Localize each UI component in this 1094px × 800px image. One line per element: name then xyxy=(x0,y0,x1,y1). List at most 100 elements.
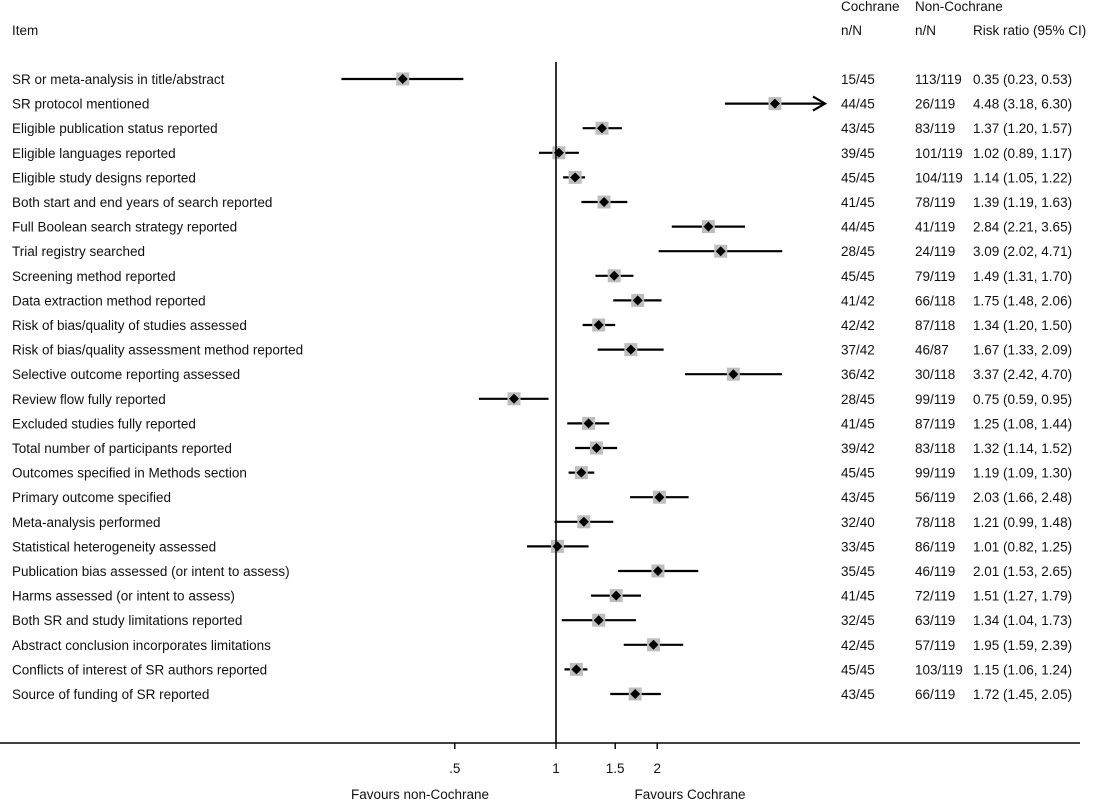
forest-row: Both SR and study limitations reported 32… xyxy=(12,613,1072,628)
row-item-label: Selective outcome reporting assessed xyxy=(12,367,240,382)
row-risk-ratio: 1.02 (0.89, 1.17) xyxy=(973,146,1072,161)
row-item-label: Source of funding of SR reported xyxy=(12,687,209,702)
point-estimate xyxy=(625,344,636,355)
forest-row: Excluded studies fully reported 41/45 87/1… xyxy=(12,416,1072,431)
row-non-cochrane-nn: 99/119 xyxy=(915,466,955,481)
row-risk-ratio: 1.15 (1.06, 1.24) xyxy=(973,662,1072,677)
forest-row: Data extraction method reported 41/42 66/1… xyxy=(12,293,1072,308)
forest-row: Meta-analysis performed 32/40 78/118 1.21 (… xyxy=(12,515,1072,530)
point-estimate xyxy=(769,98,780,109)
row-cochrane-nn: 43/45 xyxy=(841,121,875,136)
row-risk-ratio: 1.95 (1.59, 2.39) xyxy=(973,638,1072,653)
point-estimate xyxy=(571,664,582,675)
row-cochrane-nn: 28/45 xyxy=(841,392,875,407)
row-non-cochrane-nn: 63/119 xyxy=(915,613,955,628)
point-estimate xyxy=(578,516,589,527)
row-risk-ratio: 0.75 (0.59, 0.95) xyxy=(973,392,1072,407)
row-item-label: Meta-analysis performed xyxy=(12,515,161,530)
row-item-label: Both SR and study limitations reported xyxy=(12,613,242,628)
x-axis-ticks: .5 1 1.5 2 xyxy=(449,743,661,776)
x-tick-label: 1.5 xyxy=(606,761,625,776)
row-non-cochrane-nn: 99/119 xyxy=(915,392,955,407)
point-estimate xyxy=(570,172,581,183)
row-cochrane-nn: 28/45 xyxy=(841,244,875,259)
row-item-label: Full Boolean search strategy reported xyxy=(12,220,237,235)
row-item-label: Harms assessed (or intent to assess) xyxy=(12,589,235,604)
point-estimate xyxy=(593,615,604,626)
row-risk-ratio: 1.67 (1.33, 2.09) xyxy=(973,343,1072,358)
row-non-cochrane-nn: 46/119 xyxy=(915,564,955,579)
row-cochrane-nn: 43/45 xyxy=(841,687,875,702)
row-risk-ratio: 1.37 (1.20, 1.57) xyxy=(973,121,1072,136)
row-item-label: Risk of bias/quality of studies assessed xyxy=(12,318,247,333)
row-risk-ratio: 1.75 (1.48, 2.06) xyxy=(973,293,1072,308)
forest-row: Outcomes specified in Methods section 45/… xyxy=(12,466,1072,481)
header-item: Item xyxy=(12,23,38,38)
row-risk-ratio: 3.37 (2.42, 4.70) xyxy=(973,367,1072,382)
row-cochrane-nn: 44/45 xyxy=(841,220,875,235)
point-estimate xyxy=(552,541,563,552)
row-non-cochrane-nn: 24/119 xyxy=(915,244,955,259)
point-estimate xyxy=(583,418,594,429)
point-estimate xyxy=(591,443,602,453)
row-risk-ratio: 1.39 (1.19, 1.63) xyxy=(973,195,1072,210)
forest-row: Eligible study designs reported 45/45 104/… xyxy=(12,170,1072,185)
row-item-label: Eligible publication status reported xyxy=(12,121,218,136)
row-cochrane-nn: 37/42 xyxy=(841,343,875,358)
row-item-label: Primary outcome specified xyxy=(12,490,171,505)
row-non-cochrane-nn: 78/119 xyxy=(915,195,955,210)
header-risk-ratio: Risk ratio (95% CI) xyxy=(973,23,1086,38)
row-item-label: Review flow fully reported xyxy=(12,392,166,407)
row-risk-ratio: 1.14 (1.05, 1.22) xyxy=(973,170,1072,185)
row-risk-ratio: 2.84 (2.21, 3.65) xyxy=(973,220,1072,235)
point-estimate xyxy=(593,320,604,330)
row-non-cochrane-nn: 87/118 xyxy=(915,318,955,333)
row-non-cochrane-nn: 87/119 xyxy=(915,416,955,431)
row-risk-ratio: 1.72 (1.45, 2.05) xyxy=(973,687,1072,702)
row-item-label: Abstract conclusion incorporates limitat… xyxy=(12,638,271,653)
row-cochrane-nn: 42/42 xyxy=(841,318,875,333)
row-risk-ratio: 1.49 (1.31, 1.70) xyxy=(973,269,1072,284)
forest-row: Full Boolean search strategy reported 44/… xyxy=(12,220,1072,235)
forest-row: Eligible languages reported 39/45 101/119 1… xyxy=(12,146,1072,161)
header-cochrane: Cochrane xyxy=(841,0,900,14)
row-item-label: Both start and end years of search repor… xyxy=(12,195,272,210)
point-estimate xyxy=(715,246,726,257)
row-item-label: Eligible languages reported xyxy=(12,146,176,161)
row-item-label: Publication bias assessed (or intent to … xyxy=(12,564,290,579)
row-non-cochrane-nn: 66/118 xyxy=(915,293,955,308)
forest-row: Abstract conclusion incorporates limitat… xyxy=(12,638,1072,653)
forest-row: Risk of bias/quality assessment method r… xyxy=(12,343,1072,358)
row-cochrane-nn: 45/45 xyxy=(841,466,875,481)
row-non-cochrane-nn: 113/119 xyxy=(915,72,962,87)
row-cochrane-nn: 45/45 xyxy=(841,662,875,677)
point-estimate xyxy=(630,689,641,699)
row-risk-ratio: 1.25 (1.08, 1.44) xyxy=(973,416,1072,431)
row-item-label: SR protocol mentioned xyxy=(12,97,149,112)
row-non-cochrane-nn: 72/119 xyxy=(915,589,955,604)
point-estimate xyxy=(728,369,739,380)
point-estimate xyxy=(576,467,587,478)
x-tick-label: .5 xyxy=(449,761,460,776)
row-non-cochrane-nn: 56/119 xyxy=(915,490,955,505)
row-item-label: Trial registry searched xyxy=(12,244,145,259)
point-estimate xyxy=(652,566,663,576)
forest-row: Conflicts of interest of SR authors repo… xyxy=(12,662,1072,677)
header: Item Cochrane Non-Cochrane n/N n/N Risk … xyxy=(12,0,1086,38)
row-non-cochrane-nn: 30/118 xyxy=(915,367,955,382)
row-risk-ratio: 3.09 (2.02, 4.71) xyxy=(973,244,1072,259)
point-estimate xyxy=(609,270,620,281)
point-estimate xyxy=(508,393,519,404)
row-risk-ratio: 0.35 (0.23, 0.53) xyxy=(973,72,1072,87)
row-cochrane-nn: 43/45 xyxy=(841,490,875,505)
row-item-label: Conflicts of interest of SR authors repo… xyxy=(12,662,267,677)
forest-row: Selective outcome reporting assessed 36/4… xyxy=(12,367,1072,382)
row-risk-ratio: 1.19 (1.09, 1.30) xyxy=(973,466,1072,481)
row-cochrane-nn: 32/40 xyxy=(841,515,875,530)
forest-row: Total number of participants reported 39/… xyxy=(12,441,1072,456)
row-non-cochrane-nn: 26/119 xyxy=(915,97,955,112)
row-cochrane-nn: 41/45 xyxy=(841,416,875,431)
point-estimate xyxy=(648,639,659,650)
header-non-cochrane: Non-Cochrane xyxy=(915,0,1003,14)
